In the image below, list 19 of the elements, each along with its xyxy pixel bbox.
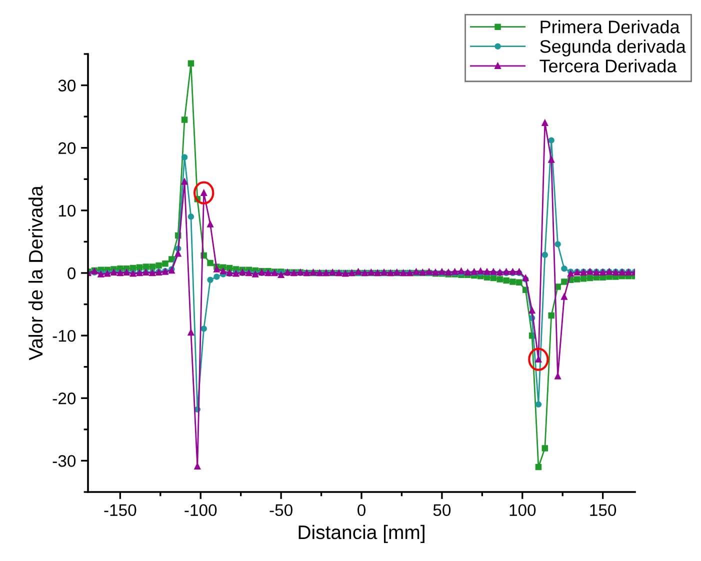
y-tick-label: 20 — [58, 142, 76, 154]
y-tick-label: -20 — [52, 392, 76, 404]
y-tick-label: -30 — [52, 455, 76, 467]
legend-label: Segunda derivada — [540, 40, 686, 56]
y-tick-label: 10 — [58, 204, 76, 217]
y-tick-label: 0 — [68, 267, 76, 280]
x-tick-label: 150 — [590, 504, 616, 516]
x-tick-label: 0 — [358, 504, 366, 516]
x-tick-label: -50 — [270, 504, 292, 516]
x-axis-title: Distancia [mm] — [298, 524, 424, 544]
x-tick-label: -100 — [184, 504, 217, 516]
y-tick-label: -10 — [52, 330, 76, 342]
y-axis-title: Valor de la Derivada — [28, 186, 43, 360]
legend-label: Primera Derivada — [540, 20, 680, 34]
x-tick-label: 50 — [433, 504, 451, 516]
y-tick-label: 30 — [58, 80, 76, 92]
x-tick-label: -150 — [104, 504, 136, 516]
legend-label: Tercera Derivada — [540, 59, 677, 72]
x-tick-label: 100 — [510, 504, 536, 516]
